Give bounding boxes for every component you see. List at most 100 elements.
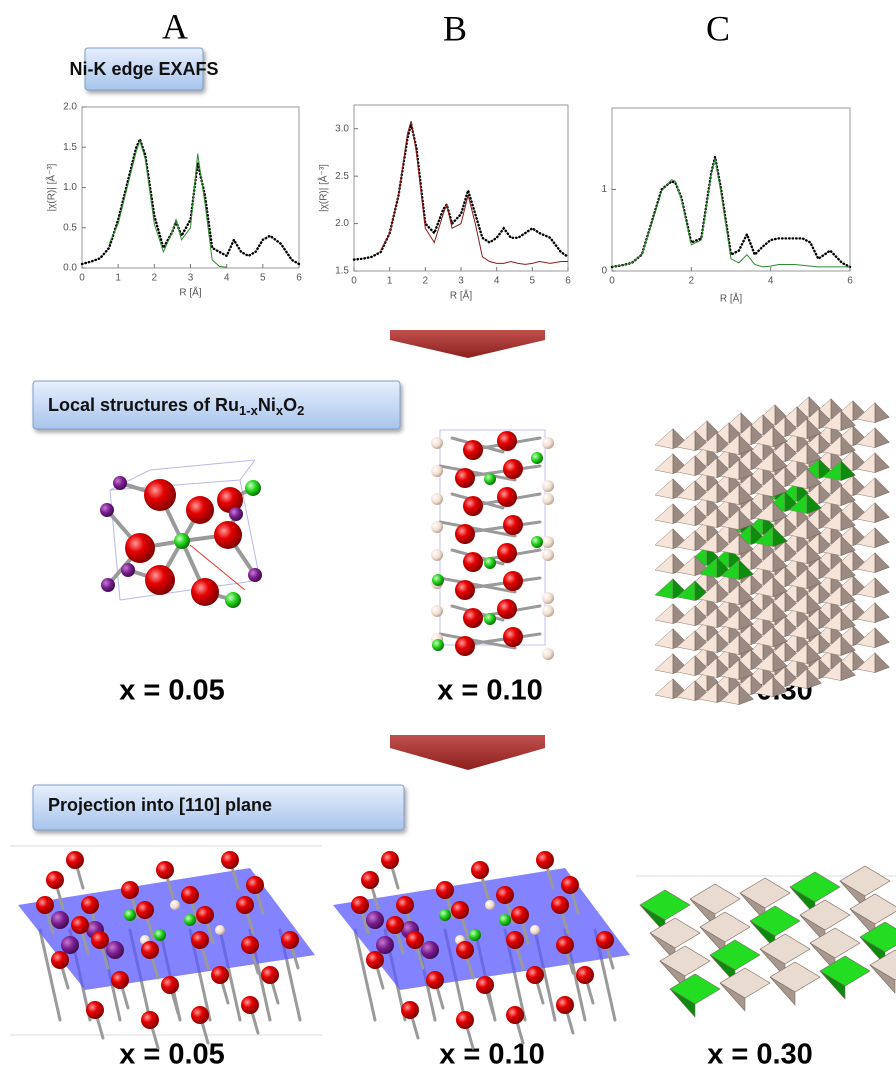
atom xyxy=(431,465,443,477)
y-tick-label: 1 xyxy=(601,184,607,195)
atom xyxy=(469,929,481,941)
atom xyxy=(196,906,214,924)
atom xyxy=(431,493,443,505)
atom xyxy=(113,476,127,490)
atom xyxy=(191,578,219,606)
atom xyxy=(530,925,540,935)
atom xyxy=(144,479,176,511)
atom xyxy=(556,996,574,1014)
arrow xyxy=(390,735,545,770)
atom xyxy=(156,861,174,879)
atom xyxy=(401,1001,419,1019)
x-tick-label: 6 xyxy=(565,276,571,287)
atom xyxy=(542,437,554,449)
atom xyxy=(503,627,523,647)
atom xyxy=(506,931,524,949)
atom xyxy=(542,605,554,617)
atom xyxy=(241,996,259,1014)
atom xyxy=(136,901,154,919)
caption: x = 0.30 xyxy=(707,1039,813,1071)
atom xyxy=(124,909,136,921)
atom xyxy=(241,936,259,954)
atom xyxy=(184,914,196,926)
y-tick-label: 1.5 xyxy=(63,142,77,153)
y-tick-label: 2.5 xyxy=(335,171,349,182)
x-axis-label: R [Å] xyxy=(720,292,742,305)
banner-part: Local structures of Ru xyxy=(48,395,239,415)
atom xyxy=(556,936,574,954)
plot-frame xyxy=(612,108,850,271)
atom xyxy=(101,578,115,592)
atom xyxy=(186,496,214,524)
atom xyxy=(225,592,241,608)
x-tick-label: 4 xyxy=(494,276,500,287)
atom xyxy=(351,896,369,914)
polyhedron-face xyxy=(875,403,889,423)
polyhedron-face xyxy=(655,579,673,599)
atom xyxy=(396,896,414,914)
atom xyxy=(456,1011,474,1029)
atom xyxy=(455,580,475,600)
atom xyxy=(245,480,261,496)
fit-curve xyxy=(381,121,568,264)
polyhedron-face xyxy=(875,578,889,598)
atom xyxy=(51,951,69,969)
atom xyxy=(181,886,199,904)
y-tick-label: 1.0 xyxy=(63,182,77,193)
plot-frame xyxy=(82,107,299,268)
atom xyxy=(431,605,443,617)
atom xyxy=(170,900,180,910)
polyhedron-face xyxy=(875,603,889,623)
atom xyxy=(366,951,384,969)
x-tick-label: 0 xyxy=(351,276,357,287)
x-axis-label: R [Å] xyxy=(179,286,201,299)
atom xyxy=(281,931,299,949)
atom xyxy=(432,639,444,651)
banner-subscript: 1-x xyxy=(239,403,259,418)
atom xyxy=(154,929,166,941)
atom xyxy=(211,966,229,984)
polyhedron-face xyxy=(655,504,673,524)
atom xyxy=(497,543,517,563)
atom xyxy=(503,571,523,591)
polyhedron-face xyxy=(655,679,673,699)
y-tick-label: 0 xyxy=(601,266,607,277)
atom xyxy=(376,936,394,954)
atom xyxy=(406,931,424,949)
x-axis-label: R [Å] xyxy=(450,289,472,302)
atom xyxy=(576,966,594,984)
atom xyxy=(436,881,454,899)
atom xyxy=(248,568,262,582)
x-tick-label: 3 xyxy=(458,276,464,287)
atom xyxy=(484,557,496,569)
atom xyxy=(214,521,242,549)
atom xyxy=(511,906,529,924)
atom xyxy=(246,876,264,894)
atom xyxy=(542,549,554,561)
banner-part: O xyxy=(283,395,297,415)
polyhedron-face xyxy=(875,478,889,498)
atom xyxy=(431,549,443,561)
atom xyxy=(542,592,554,604)
atom xyxy=(596,931,614,949)
atom xyxy=(531,452,543,464)
atom xyxy=(455,468,475,488)
polyhedron-face xyxy=(875,628,889,648)
atom xyxy=(215,925,225,935)
atom xyxy=(484,613,496,625)
atom xyxy=(121,881,139,899)
atom xyxy=(496,886,514,904)
atom xyxy=(381,851,399,869)
atom xyxy=(61,936,79,954)
x-tick-label: 0 xyxy=(79,273,85,284)
y-tick-label: 0.0 xyxy=(63,263,77,274)
atom xyxy=(66,851,84,869)
column-label: B xyxy=(443,8,467,48)
polyhedron-face xyxy=(875,503,889,523)
banner-title: Ni-K edge EXAFS xyxy=(69,59,218,79)
polyhedron-face xyxy=(655,454,673,474)
atom xyxy=(485,900,495,910)
atom xyxy=(161,976,179,994)
atom xyxy=(484,473,496,485)
atom xyxy=(125,533,155,563)
